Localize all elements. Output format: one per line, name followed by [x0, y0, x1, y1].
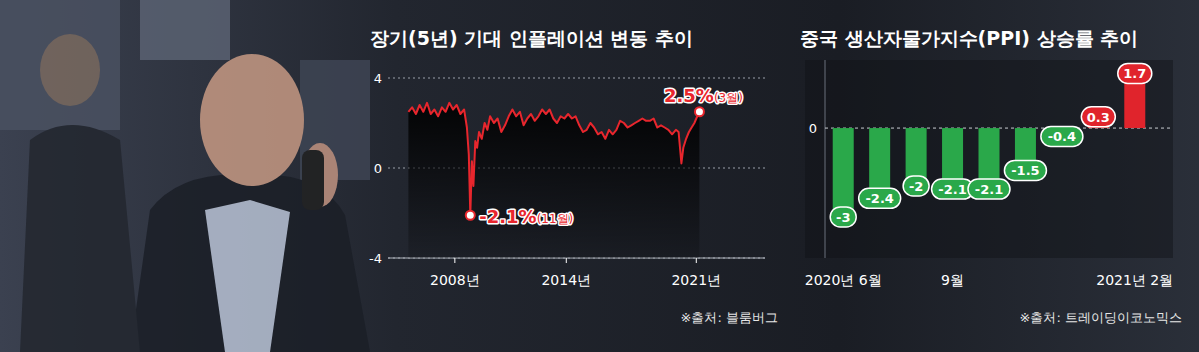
data-label-bg — [1041, 126, 1083, 146]
x-tick-label: 2021년 — [671, 272, 721, 288]
y-axis-line — [825, 60, 826, 258]
x-tick-label: 2008년 — [430, 272, 480, 288]
data-label-bg — [1118, 63, 1152, 83]
data-label-bg — [1081, 107, 1115, 127]
data-label: -0.4 — [1041, 126, 1083, 146]
head-bg — [40, 34, 100, 106]
category-label: 9월 — [941, 272, 964, 288]
data-label: 0.3 — [1081, 107, 1115, 127]
data-label-bg — [859, 188, 901, 208]
data-label-text: -0.4 — [1048, 129, 1076, 144]
data-label: -2.1 — [968, 179, 1010, 199]
annotation-note: (11월) — [537, 212, 574, 226]
annotation-label: -2.1% — [479, 206, 536, 227]
photo-decoration — [0, 0, 370, 352]
chart-title: 중국 생산자물가지수(PPI) 상승률 추이 — [800, 27, 1138, 49]
plot-area — [408, 103, 699, 258]
x-tick-label: 2014년 — [541, 272, 591, 288]
annotation-marker — [695, 107, 704, 116]
data-label-text: -2.1 — [938, 182, 966, 197]
y-tick-label: 0 — [809, 121, 817, 136]
data-label-text: -2.4 — [865, 191, 893, 206]
monitor — [0, 0, 120, 130]
background — [0, 0, 1199, 352]
chart-title: 장기(5년) 기대 인플레이션 변동 추이 — [370, 27, 693, 49]
data-label-text: 1.7 — [1123, 66, 1146, 81]
shirt — [205, 200, 290, 352]
y-tick-label: -4 — [369, 251, 382, 266]
data-label-text: -1.5 — [1011, 163, 1039, 178]
grid-line — [388, 78, 765, 79]
plot-area — [833, 75, 1146, 220]
y-tick-label: 4 — [374, 71, 382, 86]
bar-chart: 중국 생산자물가지수(PPI) 상승률 추이 0 2020년 6월 9월 2021년 2… — [800, 27, 1182, 325]
monitor — [140, 0, 230, 60]
annotation: 2.5%(3월) — [664, 85, 743, 106]
annotation-label: 2.5% — [664, 85, 714, 106]
data-label-bg — [903, 176, 929, 196]
data-label-bg — [830, 207, 856, 227]
line — [408, 103, 699, 216]
data-label: -1.5 — [1004, 160, 1046, 180]
data-label: -3 — [830, 207, 856, 227]
data-label: -2 — [903, 176, 929, 196]
source: ※출처: 트레이딩이코노믹스 — [1020, 310, 1182, 325]
annotation-note: (3월) — [714, 91, 743, 105]
line-chart: 장기(5년) 기대 인플레이션 변동 추이 -4 0 4 2008년 2014년 2021년… — [369, 27, 778, 325]
source: ※출처: 블룸버그 — [681, 310, 778, 325]
data-label: -2.4 — [859, 188, 901, 208]
phone — [302, 150, 324, 210]
canvas: 장기(5년) 기대 인플레이션 변동 추이 -4 0 4 2008년 2014년 2021년… — [0, 0, 1199, 352]
annotation-marker — [466, 211, 475, 220]
plot-background — [805, 60, 1173, 258]
y-tick-label: 0 — [374, 161, 382, 176]
data-label-text: -2 — [909, 179, 923, 194]
body — [130, 174, 370, 352]
head — [200, 54, 304, 186]
x-tick — [566, 258, 567, 263]
category-label: 2020년 6월 — [805, 272, 882, 288]
x-tick — [696, 258, 697, 263]
data-label-bg — [1004, 160, 1046, 180]
x-tick — [454, 258, 455, 263]
annotation: -2.1%(11월) — [479, 206, 573, 227]
data-label: 1.7 — [1118, 63, 1152, 83]
category-label: 2021년 2월 — [1096, 272, 1173, 288]
area — [408, 103, 699, 258]
stage: 장기(5년) 기대 인플레이션 변동 추이 -4 0 4 2008년 2014년 2021년… — [0, 0, 1199, 352]
data-label-text: -2.1 — [975, 182, 1003, 197]
data-label-text: -3 — [836, 210, 850, 225]
body-bg — [20, 125, 140, 352]
data-label-text: 0.3 — [1087, 110, 1110, 125]
data-label-bg — [968, 179, 1010, 199]
